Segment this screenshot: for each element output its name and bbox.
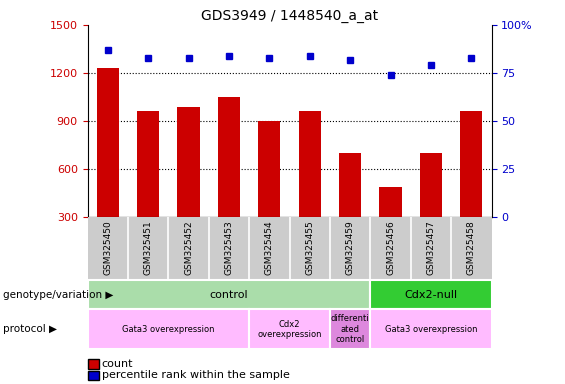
Text: GSM325453: GSM325453 — [224, 220, 233, 275]
Bar — [420, 153, 442, 217]
Bar — [371, 280, 492, 309]
Text: control: control — [210, 290, 248, 300]
Text: Gata3 overexpression: Gata3 overexpression — [122, 325, 215, 334]
Text: Cdx2-null: Cdx2-null — [405, 290, 458, 300]
Text: protocol ▶: protocol ▶ — [3, 324, 57, 334]
Bar — [249, 309, 330, 349]
Bar — [371, 309, 492, 349]
Text: GSM325450: GSM325450 — [103, 220, 112, 275]
Text: genotype/variation ▶: genotype/variation ▶ — [3, 290, 113, 300]
Bar — [330, 309, 371, 349]
Title: GDS3949 / 1448540_a_at: GDS3949 / 1448540_a_at — [201, 8, 378, 23]
Text: GSM325458: GSM325458 — [467, 220, 476, 275]
Bar — [339, 153, 361, 217]
Bar — [258, 121, 280, 217]
Bar — [88, 280, 371, 309]
Bar — [380, 187, 402, 217]
Text: Cdx2
overexpression: Cdx2 overexpression — [257, 319, 322, 339]
Text: GSM325457: GSM325457 — [427, 220, 436, 275]
Bar — [460, 111, 483, 217]
Text: GSM325455: GSM325455 — [305, 220, 314, 275]
Text: GSM325454: GSM325454 — [265, 220, 274, 275]
Bar — [218, 97, 240, 217]
Text: GSM325456: GSM325456 — [386, 220, 395, 275]
Bar — [137, 111, 159, 217]
Bar — [97, 68, 119, 217]
Bar — [88, 309, 249, 349]
Text: Gata3 overexpression: Gata3 overexpression — [385, 325, 477, 334]
Text: GSM325451: GSM325451 — [144, 220, 153, 275]
Bar — [177, 107, 199, 217]
Text: count: count — [102, 359, 133, 369]
Text: percentile rank within the sample: percentile rank within the sample — [102, 370, 290, 380]
Text: GSM325459: GSM325459 — [346, 220, 355, 275]
Bar — [299, 111, 321, 217]
Text: differenti
ated
control: differenti ated control — [331, 314, 370, 344]
Text: GSM325452: GSM325452 — [184, 220, 193, 275]
